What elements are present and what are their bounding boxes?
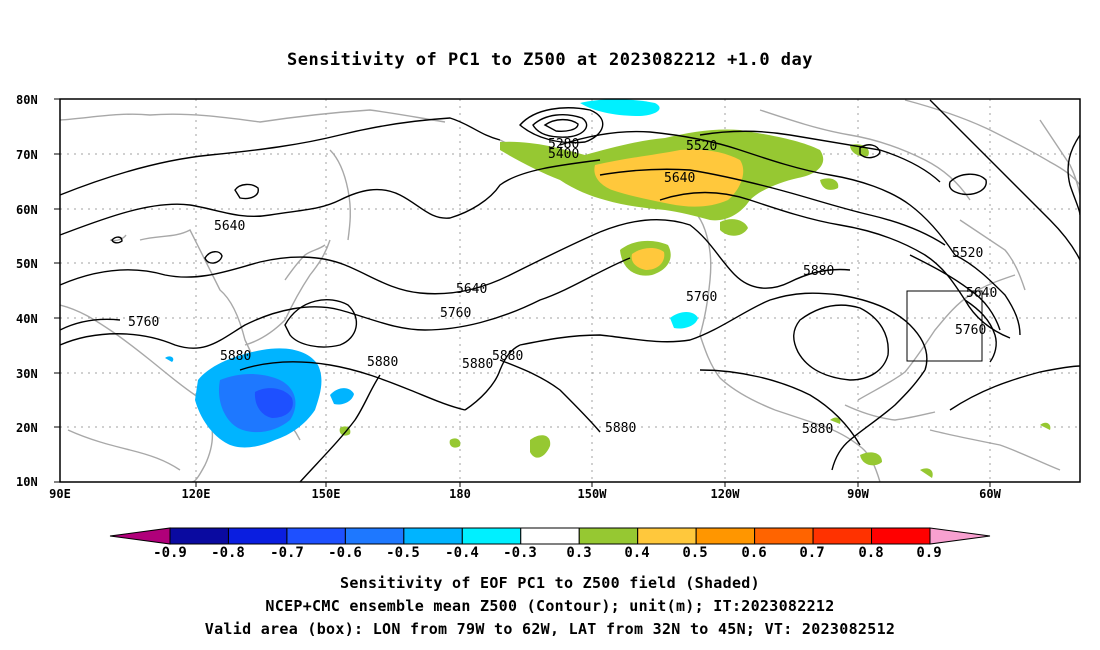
- colorbar-label: -0.3: [503, 545, 537, 561]
- colorbar-cell: [520, 527, 580, 545]
- colorbar-left-arrow: [109, 527, 171, 545]
- lat-tick-label: 50N: [16, 257, 38, 271]
- colorbar-label: 0.6: [741, 545, 766, 561]
- caption-contour: NCEP+CMC ensemble mean Z500 (Contour); u…: [265, 597, 835, 615]
- map-border: [59, 98, 1081, 483]
- colorbar-label: 0.8: [858, 545, 883, 561]
- colorbar-cell: [461, 527, 522, 545]
- contour-label: 5640: [664, 171, 695, 186]
- lat-tick-label: 80N: [16, 93, 38, 107]
- contour-label: 5880: [803, 264, 834, 279]
- colorbar-cell: [169, 527, 229, 545]
- contour-label: 5640: [214, 219, 245, 234]
- colorbar-cell: [812, 527, 873, 545]
- lat-tick-label: 30N: [16, 367, 38, 381]
- colorbar-label: 0.9: [916, 545, 941, 561]
- caption-valid-area: Valid area (box): LON from 79W to 62W, L…: [204, 620, 896, 638]
- colorbar-label: 0.5: [682, 545, 707, 561]
- colorbar-cell: [637, 527, 697, 545]
- contour-label: 5760: [128, 315, 159, 330]
- lat-tick-label: 40N: [16, 312, 38, 326]
- contour-label: 5880: [462, 357, 493, 372]
- colorbar-cell: [227, 527, 288, 545]
- lon-tick-label: 150E: [312, 487, 341, 501]
- lon-tick-label: 150W: [578, 487, 608, 501]
- colorbar-right-arrow: [929, 527, 991, 545]
- lon-tick-label: 120E: [182, 487, 211, 501]
- contour-label: 5880: [802, 422, 833, 437]
- lat-tick-label: 20N: [16, 421, 38, 435]
- caption-shaded: Sensitivity of EOF PC1 to Z500 field (Sh…: [340, 574, 760, 592]
- lon-tick-label: 180: [449, 487, 471, 501]
- colorbar-label: -0.4: [445, 545, 479, 561]
- contour-label: 5520: [952, 246, 983, 261]
- colorbar-cell: [286, 527, 346, 545]
- contour-label: 5520: [686, 139, 717, 154]
- colorbar-label: 0.7: [799, 545, 824, 561]
- colorbar-cell: [403, 527, 463, 545]
- colorbar-label: -0.9: [153, 545, 187, 561]
- contour-label: 5880: [220, 349, 251, 364]
- colorbar-cell: [578, 527, 639, 545]
- colorbar-label: -0.8: [211, 545, 245, 561]
- colorbar-cell: [754, 527, 814, 545]
- valid-area-box: [906, 290, 983, 362]
- contour-label: 5640: [456, 282, 487, 297]
- contour-label: 5880: [492, 349, 523, 364]
- lon-axis: 90E 120E 150E 180 150W 120W 90W 60W: [49, 482, 1002, 501]
- contour-labels: 5280 5400 5520 5640 5640 5640 5760 5760 …: [128, 137, 997, 437]
- lat-tick-label: 70N: [16, 148, 38, 162]
- lon-tick-label: 60W: [979, 487, 1001, 501]
- colorbar-cell: [871, 527, 931, 545]
- colorbar-label: 0.3: [566, 545, 591, 561]
- colorbar-label: 0.4: [624, 545, 649, 561]
- page-title: Sensitivity of PC1 to Z500 at 2023082212…: [286, 50, 813, 70]
- contour-label: 5760: [686, 290, 717, 305]
- colorbar-cell: [695, 527, 756, 545]
- lon-tick-label: 90W: [847, 487, 869, 501]
- lat-axis: 80N 70N 60N 50N 40N 30N 20N 10N: [16, 93, 60, 489]
- colorbar-label: -0.7: [270, 545, 304, 561]
- z500-contours: [60, 99, 1080, 482]
- colorbar-cell: [344, 527, 405, 545]
- lat-tick-label: 60N: [16, 203, 38, 217]
- contour-label: 5760: [440, 306, 471, 321]
- colorbar-label: -0.5: [386, 545, 420, 561]
- contour-label: 5760: [955, 323, 986, 338]
- contour-label: 5400: [548, 147, 579, 162]
- contour-label: 5280: [548, 137, 579, 152]
- contour-label: 5880: [605, 421, 636, 436]
- contour-label: 5640: [966, 286, 997, 301]
- lon-tick-label: 120W: [711, 487, 741, 501]
- lat-tick-label: 10N: [16, 475, 38, 489]
- lon-tick-label: 90E: [49, 487, 71, 501]
- colorbar-label: -0.6: [328, 545, 362, 561]
- contour-label: 5880: [367, 355, 398, 370]
- colorbar: -0.9 -0.8 -0.7 -0.6 -0.5 -0.4 -0.3 0.3 0…: [109, 527, 991, 561]
